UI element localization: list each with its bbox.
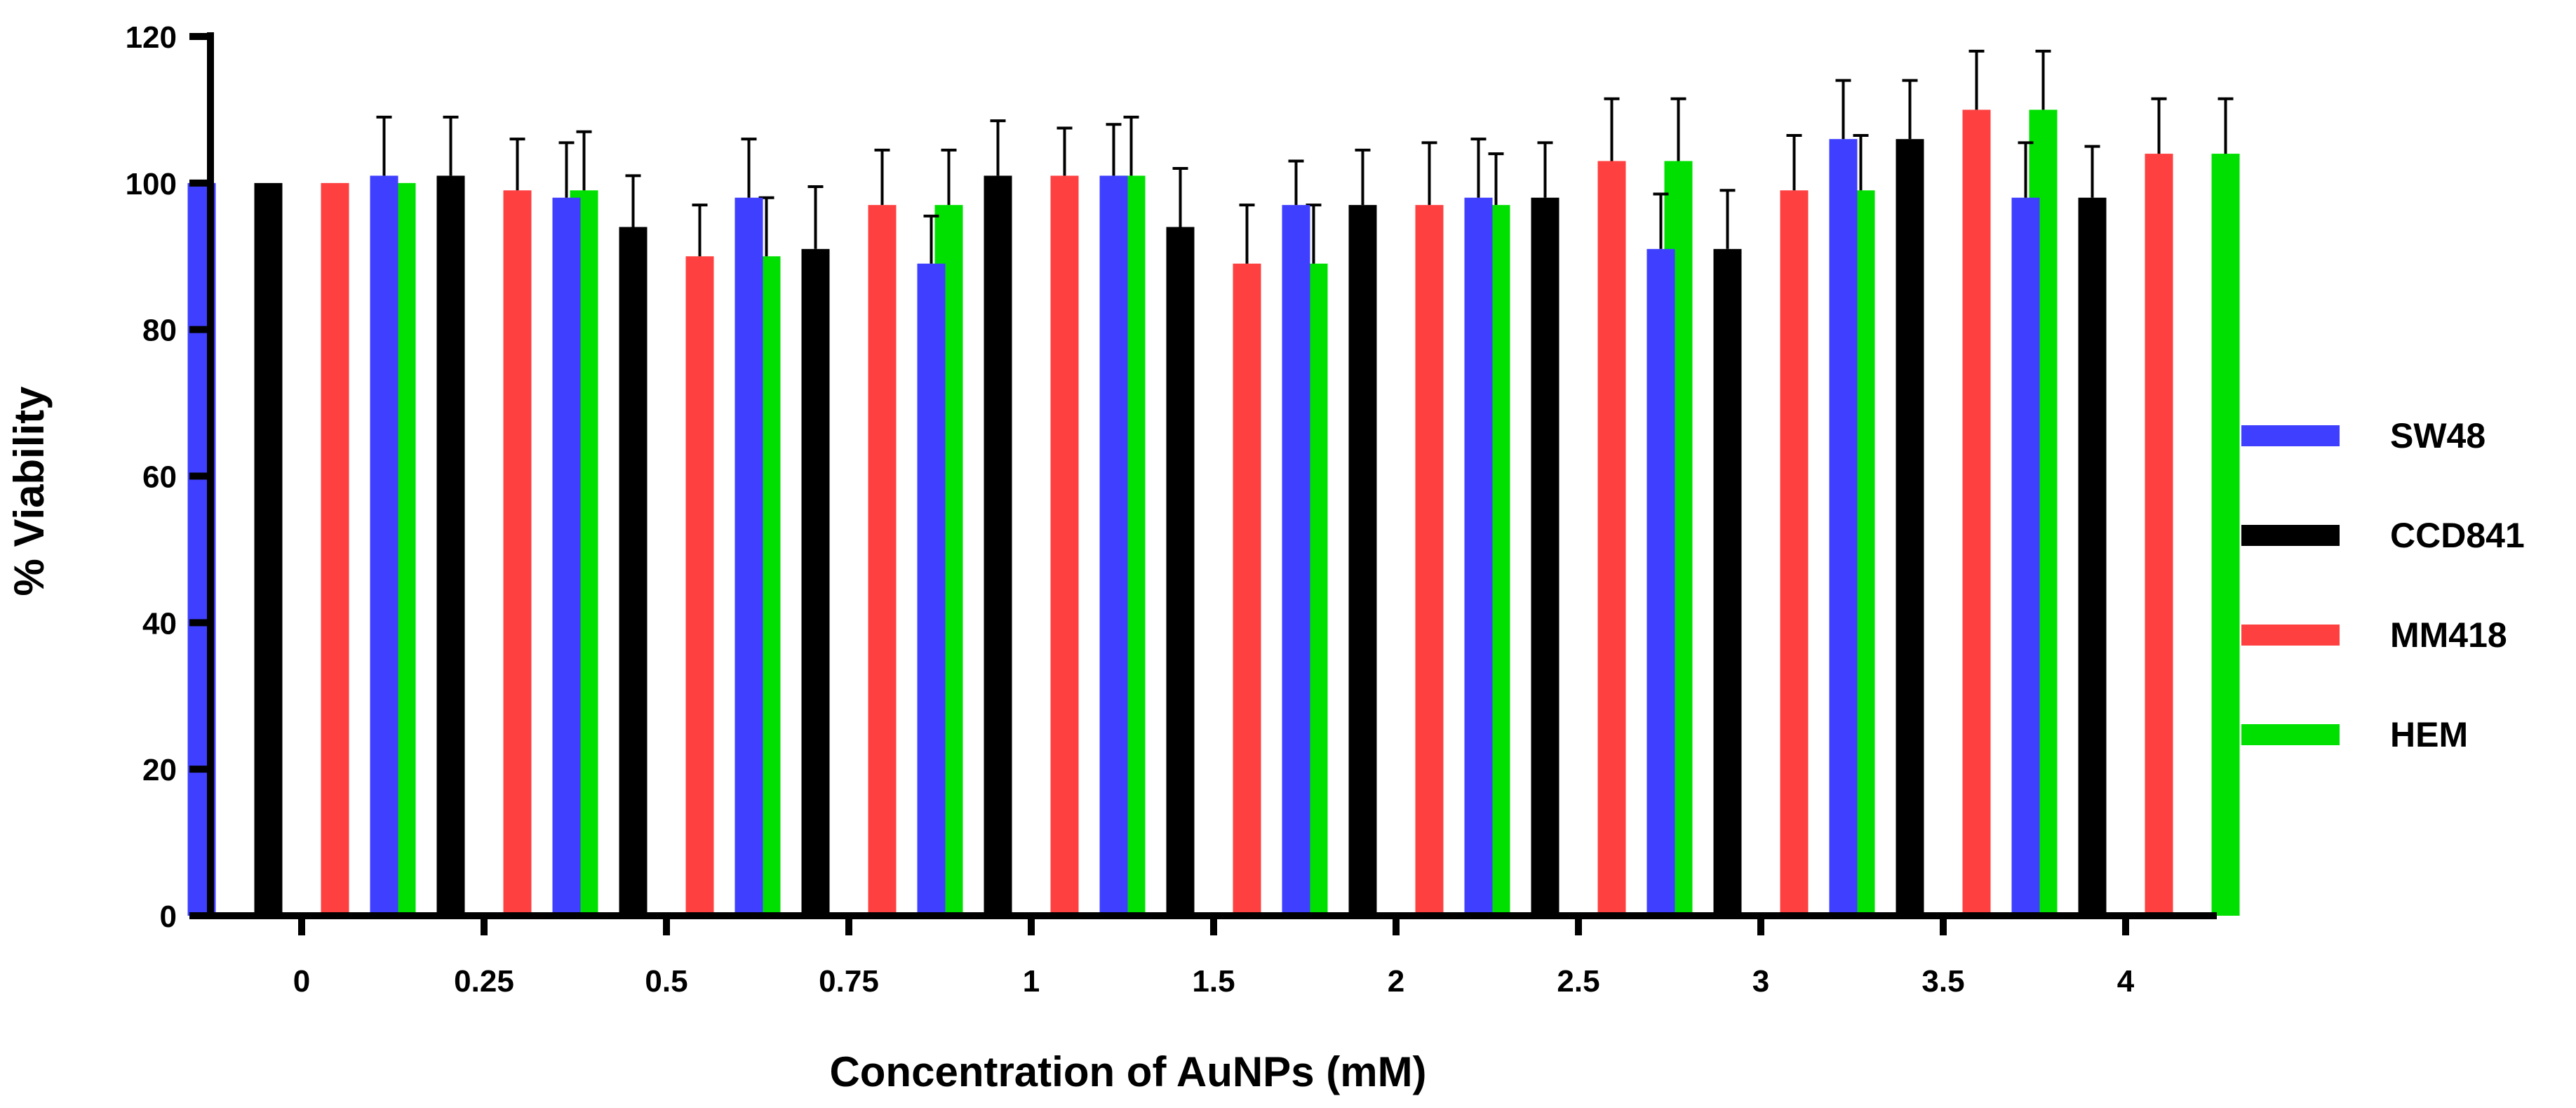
bar-hem-4: [2211, 154, 2240, 916]
bar-mm418-4: [2145, 154, 2173, 916]
bar-ccd841-2.5: [1531, 197, 1559, 916]
bar-mm418-2.5: [1597, 161, 1626, 916]
bar-sw48-2: [1282, 205, 1310, 916]
bar-mm418-2: [1415, 205, 1444, 916]
y-tick-label: 100: [126, 167, 177, 201]
x-tick-label: 0: [293, 964, 310, 999]
bar-ccd841-0: [254, 182, 283, 916]
bar-mm418-0.5: [685, 256, 714, 916]
bar-sw48-2.5: [1464, 197, 1493, 916]
bar-mm418-0.75: [868, 205, 897, 916]
bar-ccd841-2: [1348, 205, 1377, 916]
y-tick-label: 120: [126, 20, 177, 55]
bar-sw48-3: [1646, 248, 1675, 916]
legend-label-hem: HEM: [2390, 715, 2468, 754]
x-tick-label: 3.5: [1921, 964, 1964, 999]
x-tick-label: 0.25: [454, 964, 514, 999]
bar-sw48-4: [2011, 197, 2040, 916]
legend-swatch-mm418: [2241, 625, 2340, 646]
bar-sw48-3.5: [1829, 139, 1858, 916]
bar-mm418-1.5: [1233, 263, 1261, 916]
bar-ccd841-1.5: [1166, 227, 1195, 916]
x-tick-label: 0.5: [645, 964, 687, 999]
y-tick-label: 60: [142, 460, 177, 495]
x-tick-label: 3: [1752, 964, 1769, 999]
y-tick-label: 40: [142, 606, 177, 641]
bar-sw48-1: [917, 263, 946, 916]
bar-mm418-3: [1780, 190, 1809, 916]
bar-mm418-0: [321, 182, 349, 916]
bars-layer: [187, 49, 2240, 916]
y-tick-label: 20: [142, 753, 177, 787]
legend: SW48 CCD841 MM418 HEM: [2241, 416, 2525, 754]
legend-swatch-sw48: [2241, 425, 2340, 446]
bar-mm418-1: [1050, 175, 1079, 916]
legend-label-sw48: SW48: [2390, 416, 2486, 455]
legend-swatch-hem: [2241, 724, 2340, 745]
bar-ccd841-3.5: [1896, 139, 1924, 916]
bar-sw48-0.25: [370, 175, 398, 916]
x-tick-label: 1: [1023, 964, 1040, 999]
legend-label-mm418: MM418: [2390, 615, 2507, 655]
x-tick-label: 2: [1388, 964, 1404, 999]
bar-ccd841-3: [1713, 248, 1742, 916]
x-tick-label: 1.5: [1192, 964, 1235, 999]
y-axis-title: % Viability: [6, 386, 53, 596]
x-tick-label: 2.5: [1557, 964, 1599, 999]
y-tick-label: 0: [160, 900, 177, 934]
bar-ccd841-0.25: [436, 175, 465, 916]
x-tick-label: 0.75: [819, 964, 879, 999]
bar-sw48-0.75: [734, 197, 763, 916]
bar-mm418-0.25: [503, 190, 532, 916]
bar-ccd841-0.75: [801, 248, 830, 916]
bar-sw48-0.5: [552, 197, 581, 916]
y-tick-label: 80: [142, 314, 177, 348]
x-tick-label: 4: [2117, 964, 2135, 999]
x-axis-title: Concentration of AuNPs (mM): [829, 1048, 1426, 1095]
legend-swatch-ccd841: [2241, 525, 2340, 546]
bar-ccd841-1: [984, 175, 1012, 916]
bar-ccd841-4: [2078, 197, 2107, 916]
legend-label-ccd841: CCD841: [2390, 516, 2525, 555]
bar-ccd841-0.5: [619, 227, 648, 916]
bar-mm418-3.5: [1962, 109, 1991, 916]
bar-sw48-1.5: [1099, 175, 1128, 916]
